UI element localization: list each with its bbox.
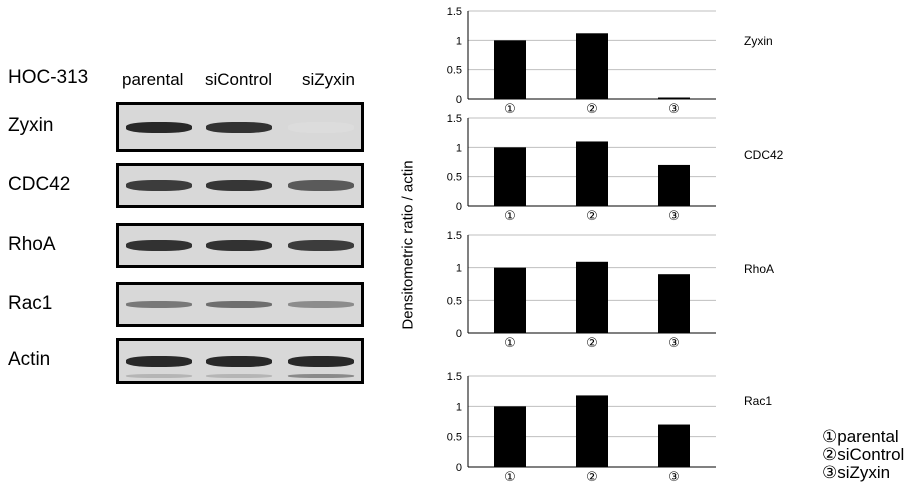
ytick-cdc42: 1: [456, 142, 462, 154]
bar-cdc42-2: [576, 141, 608, 206]
bar-rac1-3: [658, 424, 690, 467]
lane-label-sizyxin: siZyxin: [302, 70, 355, 89]
xtick-rac1-3: ③: [668, 469, 680, 484]
bar-zyxin-1: [494, 40, 526, 99]
ytick-zyxin: 0.5: [447, 65, 462, 77]
band-zyxin-3: [288, 121, 354, 133]
chart-title-rac1: Rac1: [744, 394, 772, 408]
blot-rhoa: [116, 223, 364, 268]
ytick-cdc42: 1.5: [447, 113, 462, 125]
band-actin-lower-1: [126, 374, 192, 378]
blot-actin: [116, 338, 364, 384]
bar-rhoa-1: [494, 267, 526, 333]
xtick-cdc42-2: ②: [586, 208, 598, 223]
ytick-zyxin: 1.5: [447, 6, 462, 18]
blot-zyxin: [116, 102, 364, 152]
legend-item-sizyxin: ③siZyxin: [822, 463, 891, 482]
lane-label-parental: parental: [122, 70, 184, 89]
ytick-rac1: 0.5: [447, 432, 462, 444]
band-actin-2: [206, 355, 272, 367]
xtick-rac1-1: ①: [504, 469, 516, 484]
ytick-zyxin: 0: [456, 94, 462, 106]
band-rac1-1: [126, 301, 192, 308]
xtick-cdc42-1: ①: [504, 208, 516, 223]
band-zyxin-2: [206, 121, 272, 133]
legend-item-parental: ①parental: [822, 427, 899, 446]
bar-zyxin-3: [658, 97, 690, 99]
xtick-zyxin-2: ②: [586, 101, 598, 116]
blot-label-rac1: Rac1: [8, 292, 53, 314]
blot-label-zyxin: Zyxin: [8, 115, 54, 136]
lane-label-sicontrol: siControl: [205, 70, 273, 89]
blot-label-rhoa: RhoA: [8, 233, 56, 255]
band-rhoa-2: [206, 240, 272, 251]
blot-rac1: [116, 282, 364, 327]
bar-rac1-1: [494, 406, 526, 467]
ytick-rhoa: 1: [456, 263, 462, 275]
bar-rhoa-3: [658, 274, 690, 333]
band-actin-3: [288, 355, 354, 367]
ytick-rhoa: 0: [456, 328, 462, 340]
xtick-rhoa-1: ①: [504, 335, 516, 350]
ytick-rac1: 1.5: [447, 371, 462, 383]
blot-label-actin: Actin: [8, 349, 51, 370]
band-actin-1: [126, 355, 192, 367]
legend-item-sicontrol: ②siControl: [822, 445, 905, 464]
xtick-zyxin-1: ①: [504, 101, 516, 116]
band-zyxin-1: [126, 121, 192, 133]
xtick-rhoa-3: ③: [668, 335, 680, 350]
xtick-rhoa-2: ②: [586, 335, 598, 350]
chart-title-rhoa: RhoA: [744, 262, 774, 276]
band-rhoa-1: [126, 240, 192, 251]
xtick-rac1-2: ②: [586, 469, 598, 484]
bar-rhoa-2: [576, 261, 608, 333]
band-cdc42-2: [206, 180, 272, 191]
chart-title-cdc42: CDC42: [744, 148, 784, 162]
bar-rac1-2: [576, 395, 608, 467]
band-cdc42-3: [288, 180, 354, 191]
ytick-cdc42: 0: [456, 201, 462, 213]
band-actin-lower-2: [206, 374, 272, 378]
blot-cdc42: [116, 163, 364, 208]
xtick-cdc42-3: ③: [668, 208, 680, 223]
bar-cdc42-1: [494, 147, 526, 206]
cell-line-label: HOC-313: [8, 67, 89, 88]
legend: ①parental ②siControl ③siZyxin: [822, 428, 904, 482]
bar-zyxin-2: [576, 33, 608, 99]
ytick-rac1: 0: [456, 462, 462, 474]
ytick-rhoa: 1.5: [447, 230, 462, 242]
band-rhoa-3: [288, 240, 354, 251]
ytick-zyxin: 1: [456, 35, 462, 47]
ytick-cdc42: 0.5: [447, 172, 462, 184]
ytick-rhoa: 0.5: [447, 295, 462, 307]
ytick-rac1: 1: [456, 401, 462, 413]
band-cdc42-1: [126, 180, 192, 191]
band-rac1-2: [206, 301, 272, 308]
band-actin-lower-3: [288, 374, 354, 378]
xtick-zyxin-3: ③: [668, 101, 680, 116]
band-rac1-3: [288, 301, 354, 308]
blot-label-cdc42: CDC42: [8, 173, 71, 195]
chart-title-zyxin: Zyxin: [744, 34, 773, 48]
bar-cdc42-3: [658, 164, 690, 206]
